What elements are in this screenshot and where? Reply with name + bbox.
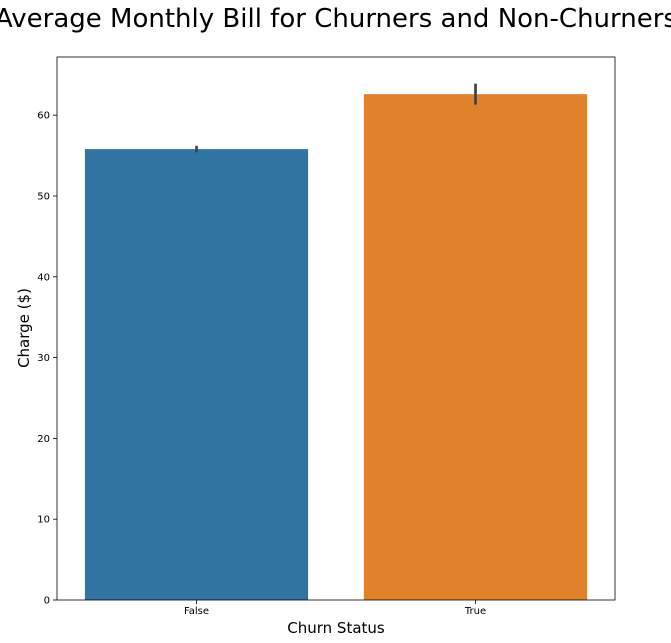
plot-frame [56, 56, 616, 601]
bars-layer [84, 94, 588, 600]
y-tick-label: 20 [37, 434, 50, 445]
y-tick-label: 10 [37, 515, 50, 526]
bar-true [363, 94, 588, 600]
error-bars-layer [195, 83, 477, 153]
x-tick-label: True [464, 606, 486, 617]
y-axis-ticks: 0 10 20 30 40 50 60 [37, 111, 57, 607]
chart-title: Average Monthly Bill for Churners and No… [0, 4, 671, 34]
bar-false [84, 149, 309, 600]
y-tick-label: 60 [37, 111, 50, 122]
y-axis-label: Charge ($) [15, 288, 33, 368]
y-tick-label: 50 [37, 191, 50, 202]
x-axis-ticks: False True [184, 600, 486, 617]
y-tick-label: 30 [37, 353, 50, 364]
x-axis-label: Churn Status [287, 619, 385, 637]
y-tick-label: 0 [44, 596, 50, 607]
x-tick-label: False [184, 606, 209, 617]
y-tick-label: 40 [37, 272, 50, 283]
